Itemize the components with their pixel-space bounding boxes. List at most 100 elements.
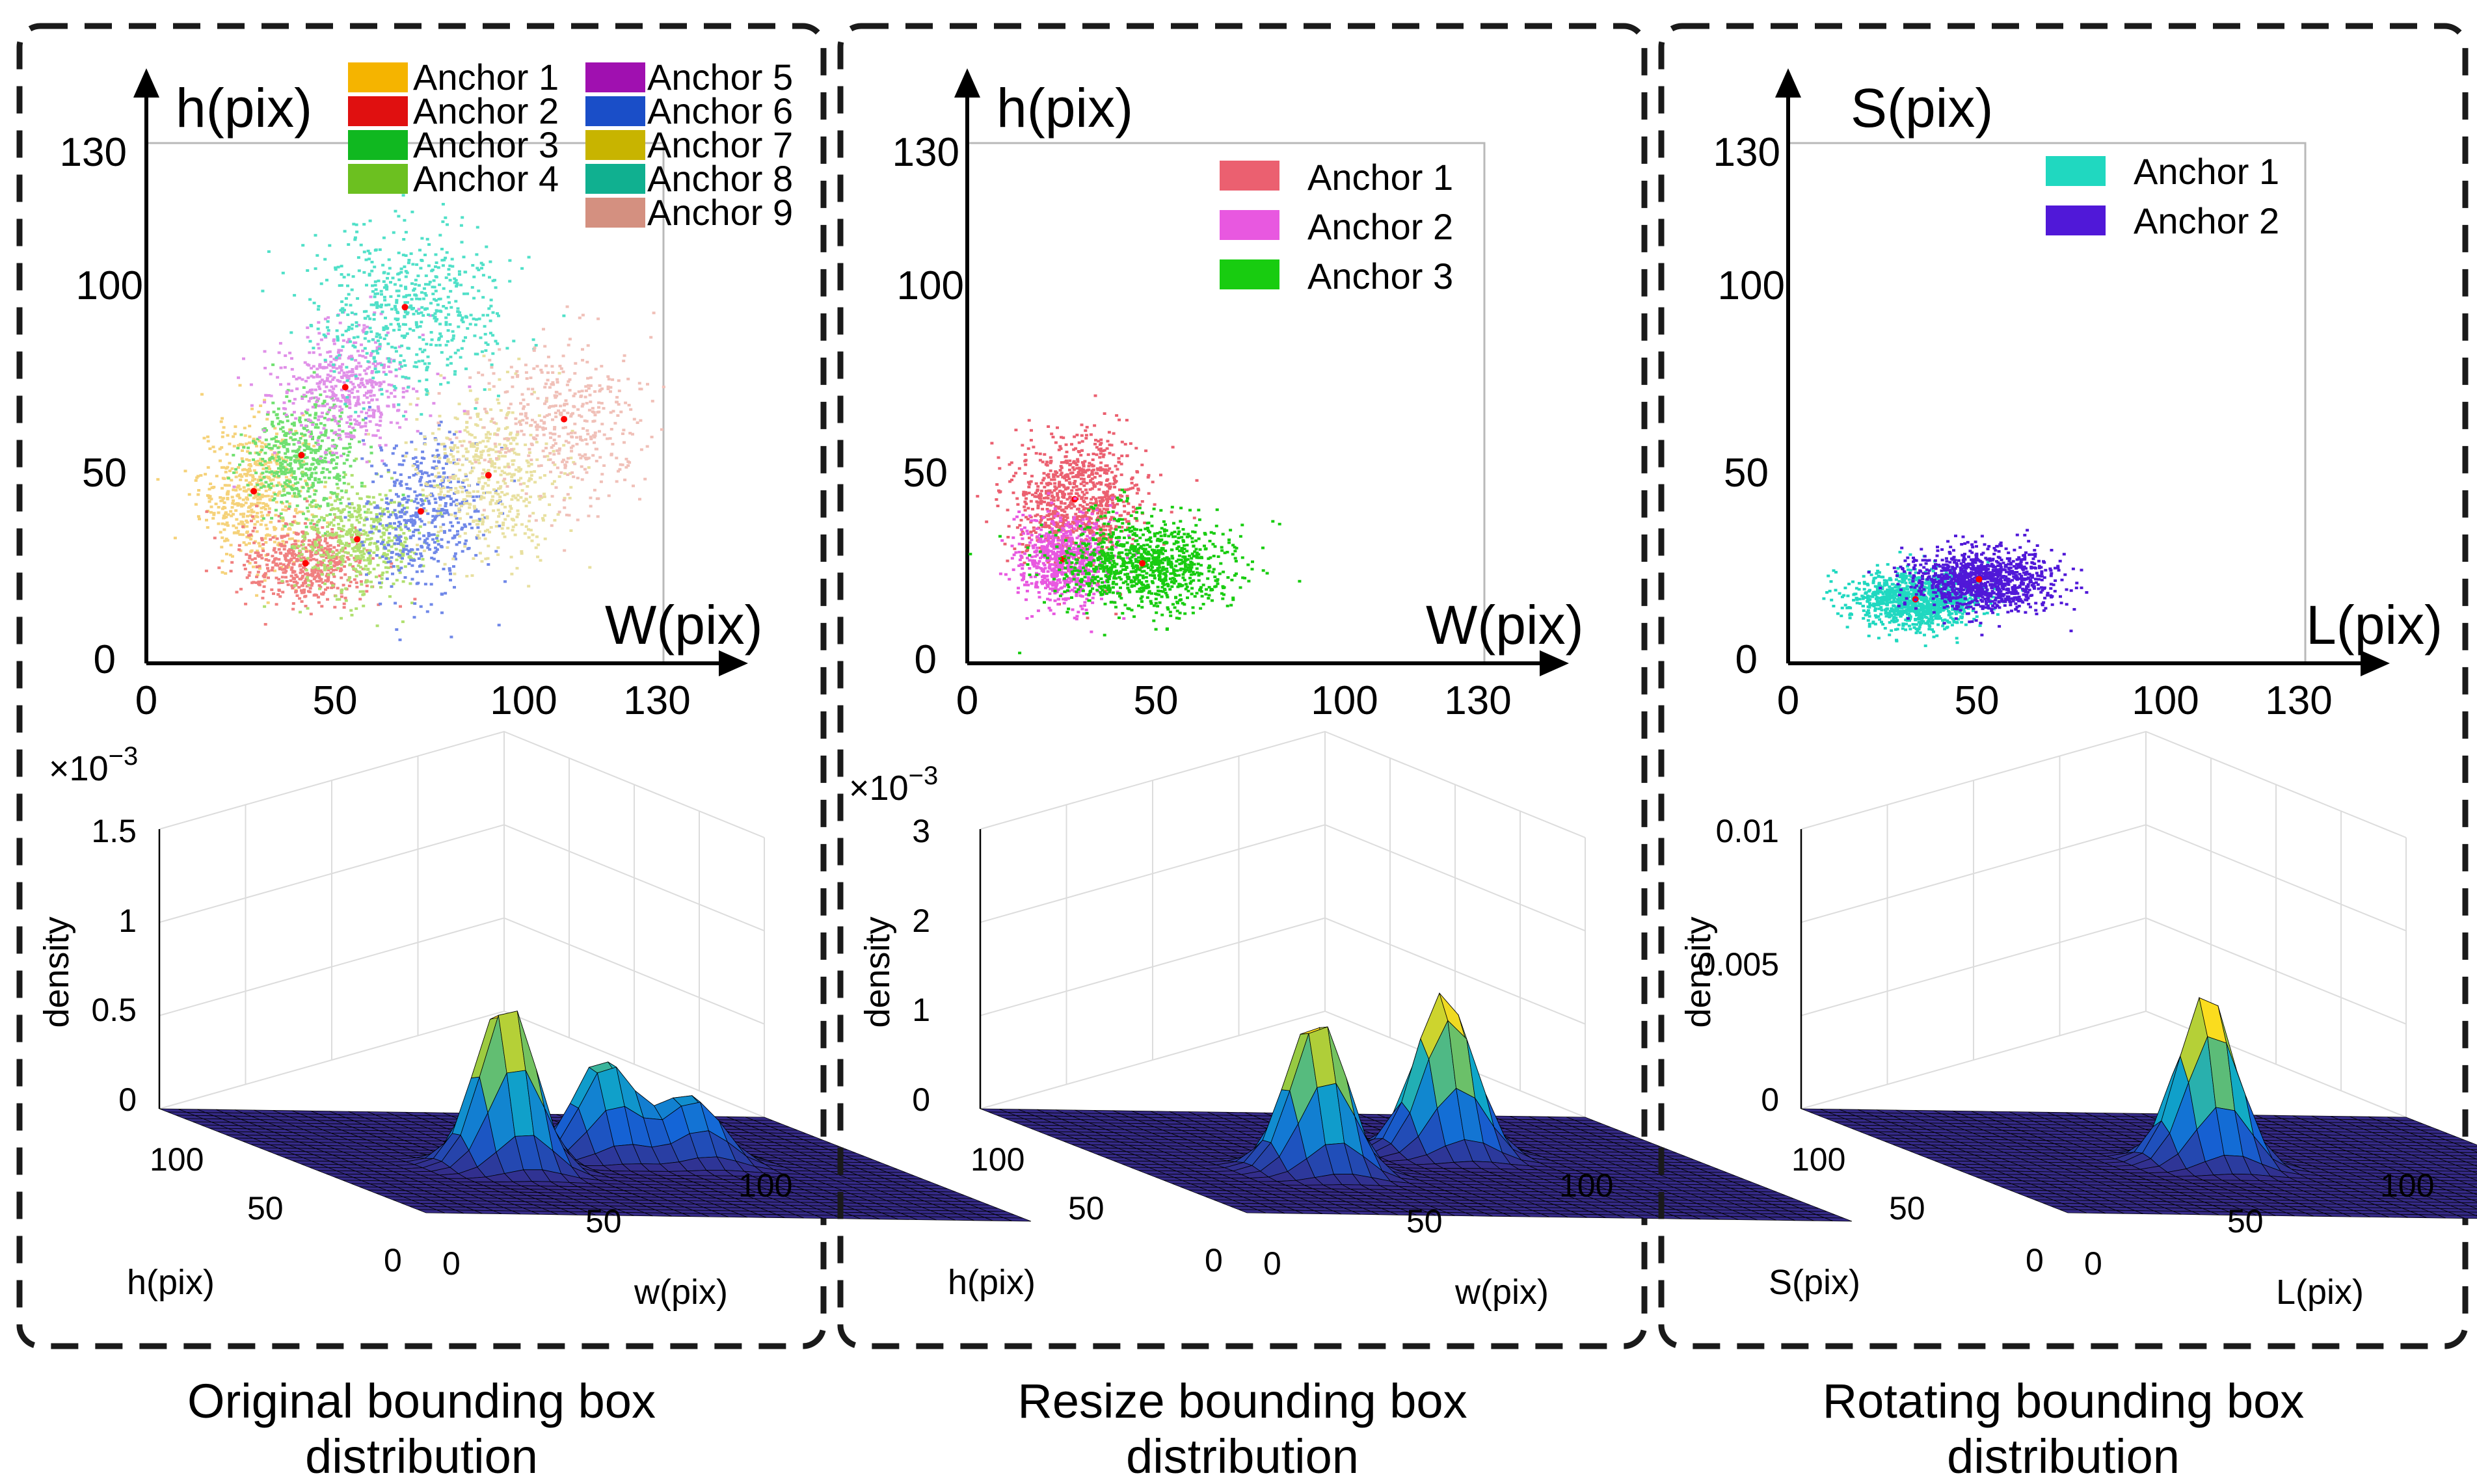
scatter-point	[291, 520, 295, 523]
scatter-point	[597, 406, 600, 409]
scatter-point	[237, 376, 240, 379]
scatter-point	[255, 492, 259, 495]
scatter-point	[264, 438, 268, 442]
scatter-point	[341, 396, 345, 399]
scatter-point	[350, 358, 354, 361]
scatter-point	[372, 393, 376, 397]
scatter-point	[422, 314, 425, 317]
scatter-point	[369, 330, 373, 334]
scatter-point	[326, 553, 330, 556]
scatter-point	[438, 475, 442, 479]
scatter-point	[405, 544, 408, 548]
scatter-point	[446, 295, 450, 298]
scatter-point	[259, 479, 263, 482]
scatter-point	[401, 494, 405, 496]
scatter-point	[435, 343, 438, 347]
scatter-point	[384, 325, 388, 328]
scatter-point	[354, 375, 358, 378]
scatter-point	[288, 481, 292, 484]
scatter-point	[374, 434, 378, 437]
scatter-point	[369, 295, 373, 298]
scatter-point	[310, 582, 314, 585]
scatter-point	[268, 471, 272, 474]
scatter-point	[422, 550, 426, 552]
scatter-point	[270, 423, 274, 426]
scatter-point	[350, 311, 354, 314]
scatter-point	[367, 414, 371, 417]
legend-item: Anchor 9	[585, 192, 793, 233]
scatter-point	[381, 555, 384, 559]
scatter-point	[332, 415, 336, 417]
scatter-point	[333, 605, 337, 609]
scatter-point	[266, 533, 270, 537]
scatter-point	[347, 356, 351, 360]
scatter-point	[330, 385, 334, 388]
scatter-point	[343, 551, 347, 554]
scatter-point	[392, 403, 395, 406]
scatter-point	[463, 412, 467, 416]
scatter-point	[585, 429, 589, 432]
scatter-point	[294, 574, 298, 577]
scatter-point	[572, 394, 576, 397]
scatter-point	[263, 623, 267, 626]
scatter-point	[397, 328, 401, 331]
scatter-point	[234, 471, 238, 474]
scatter-point	[544, 400, 548, 403]
scatter-point	[500, 491, 504, 494]
scatter-point	[293, 492, 297, 495]
scatter-point	[292, 470, 296, 473]
scatter-point	[443, 445, 447, 448]
scatter-point	[569, 486, 573, 489]
scatter-point	[546, 378, 550, 382]
scatter-point	[308, 503, 312, 507]
scatter-point	[414, 278, 418, 282]
scatter-point	[333, 561, 337, 564]
scatter-point	[425, 378, 429, 382]
scatter-point	[440, 515, 444, 518]
scatter-point	[375, 554, 379, 557]
scatter-point	[397, 403, 401, 406]
scatter-point	[505, 473, 509, 476]
scatter-point	[272, 474, 276, 477]
scatter-point	[213, 450, 217, 453]
scatter-point	[545, 397, 549, 400]
scatter-point	[332, 585, 336, 589]
scatter-point	[256, 512, 260, 514]
scatter-point	[301, 474, 304, 477]
scatter-point	[340, 411, 343, 414]
scatter-point	[449, 486, 453, 490]
scatter-point	[261, 471, 265, 475]
scatter-point	[243, 567, 247, 570]
scatter-point	[475, 401, 479, 404]
scatter-point	[306, 391, 309, 394]
scatter-point	[496, 429, 500, 432]
scatter-point	[356, 349, 360, 352]
scatter-point	[336, 561, 340, 564]
scatter-point	[351, 344, 355, 347]
scatter-point	[309, 553, 313, 557]
scatter-point	[291, 554, 295, 557]
scatter-point	[384, 561, 388, 564]
scatter-point	[399, 284, 403, 287]
scatter-point	[627, 404, 631, 406]
scatter-point	[446, 540, 450, 544]
scatter-point	[493, 470, 497, 473]
scatter-point	[316, 426, 320, 429]
scatter-point	[270, 447, 274, 450]
scatter-point	[285, 566, 289, 569]
scatter-point	[375, 525, 378, 529]
scatter-point	[598, 384, 602, 387]
scatter-point	[355, 365, 359, 368]
scatter-point	[588, 566, 592, 569]
scatter-point	[525, 377, 529, 380]
scatter-point	[464, 499, 468, 503]
scatter-point	[307, 399, 311, 403]
scatter-point	[448, 323, 452, 326]
scatter-point	[425, 471, 429, 475]
scatter-point	[422, 534, 426, 537]
scatter-point	[402, 359, 406, 362]
scatter-point	[589, 505, 593, 508]
scatter-point	[288, 464, 292, 468]
scatter-point	[349, 464, 353, 468]
scatter-point	[451, 330, 455, 333]
